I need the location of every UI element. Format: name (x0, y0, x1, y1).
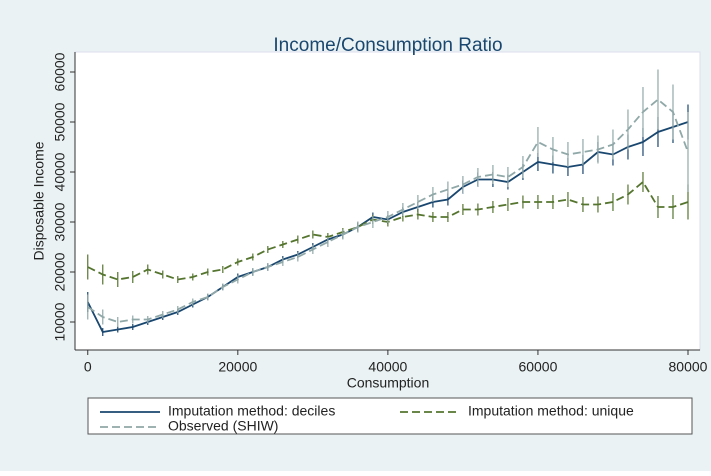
y-tick-label: 60000 (52, 52, 68, 91)
y-tick-label: 30000 (52, 202, 68, 241)
x-tick-label: 20000 (218, 359, 257, 375)
legend-label: Imputation method: deciles (168, 403, 335, 419)
series-line (87, 98, 689, 323)
x-axis-title: Consumption (347, 375, 430, 391)
x-tick-label: 80000 (669, 359, 708, 375)
y-tick-label: 20000 (52, 252, 68, 291)
y-axis-title: Disposable Income (31, 141, 47, 260)
chart-title: Income/Consumption Ratio (273, 35, 502, 56)
legend-label: Observed (SHIW) (168, 418, 278, 434)
x-tick-label: 60000 (518, 359, 557, 375)
x-tick-label: 0 (84, 359, 92, 375)
y-tick-label: 10000 (52, 302, 68, 341)
y-tick-label: 50000 (52, 102, 68, 141)
legend-label: Imputation method: unique (468, 403, 634, 419)
y-tick-label: 40000 (52, 152, 68, 191)
x-tick-label: 40000 (368, 359, 407, 375)
legend (87, 397, 693, 435)
plot-area (74, 51, 701, 351)
